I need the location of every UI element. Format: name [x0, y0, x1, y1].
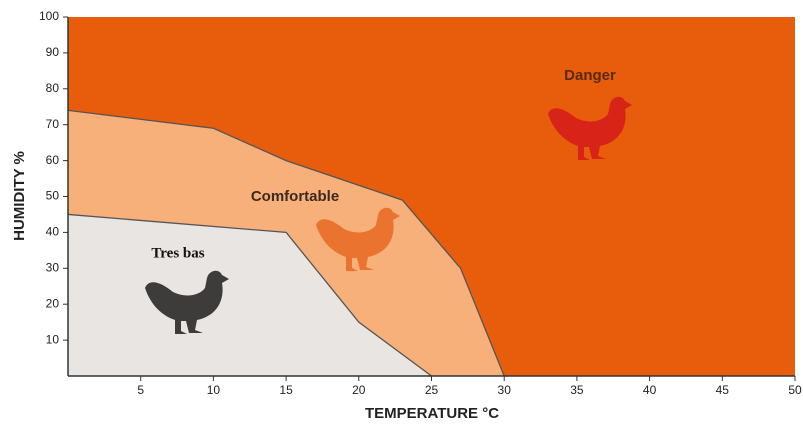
- x-tick-label: 35: [570, 383, 584, 397]
- region-label: Danger: [564, 67, 616, 84]
- x-tick-label: 30: [498, 383, 512, 397]
- region-boundary: [67, 213, 432, 377]
- x-tick-label: 5: [137, 383, 144, 397]
- y-tick-label: 20: [46, 296, 60, 310]
- y-tick-label: 10: [46, 332, 60, 346]
- x-axis-title: TEMPERATURE °C: [365, 405, 499, 422]
- y-tick-label: 40: [46, 225, 60, 239]
- x-tick-label: 50: [788, 383, 802, 397]
- y-tick-label: 60: [46, 153, 60, 167]
- x-tick-label: 10: [207, 383, 221, 397]
- x-tick-label: 40: [643, 383, 657, 397]
- region-area: [68, 214, 432, 376]
- y-axis-title: HUMIDITY %: [11, 151, 28, 241]
- region-label: Comfortable: [251, 188, 339, 205]
- region-boundary: [67, 109, 505, 377]
- x-tick-label: 45: [716, 383, 730, 397]
- y-tick-label: 70: [46, 117, 60, 131]
- y-tick-label: 50: [46, 189, 60, 203]
- region-label: Tres bas: [151, 245, 204, 261]
- y-tick-label: 90: [46, 45, 60, 59]
- y-tick-label: 80: [46, 81, 60, 95]
- x-tick-label: 20: [352, 383, 366, 397]
- y-tick-label: 30: [46, 260, 60, 274]
- y-tick-label: 100: [39, 9, 59, 23]
- x-tick-label: 15: [279, 383, 293, 397]
- x-tick-label: 25: [425, 383, 439, 397]
